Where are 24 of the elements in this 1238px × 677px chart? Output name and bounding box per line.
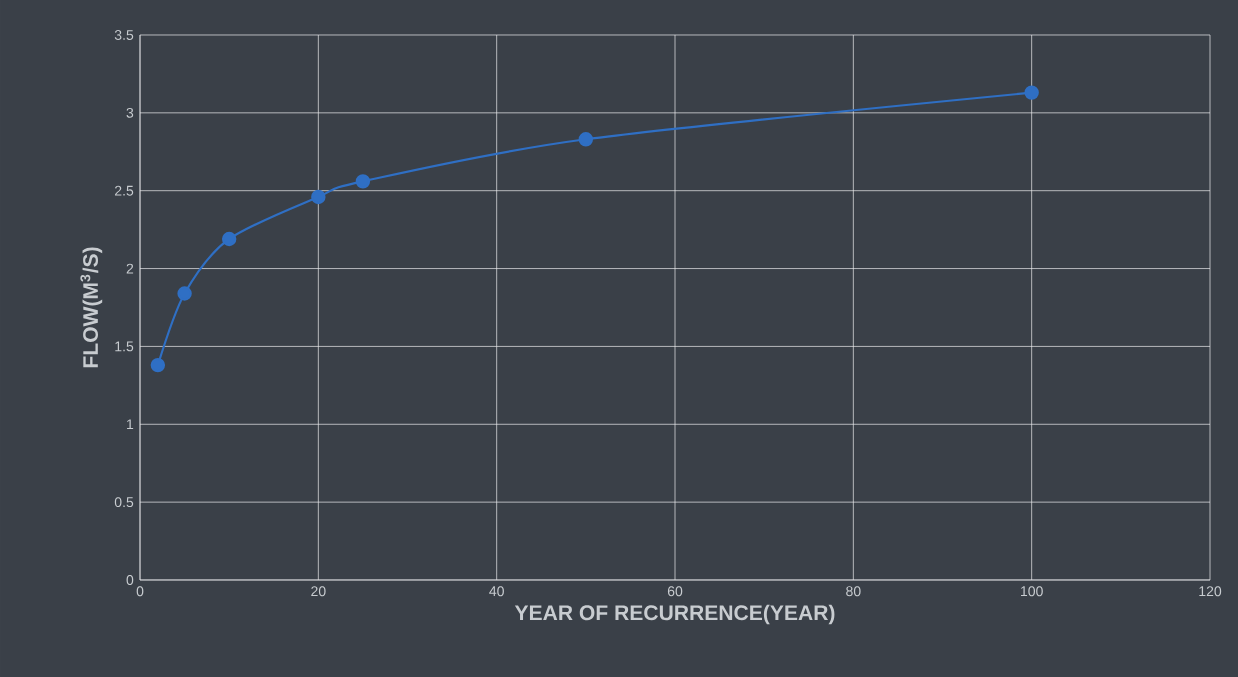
- x-tick-label: 60: [667, 586, 683, 597]
- y-tick-label: 0: [126, 575, 134, 585]
- x-tick-label: 100: [1021, 586, 1043, 597]
- x-tick-label: 0: [136, 586, 144, 597]
- y-tick-label: 3.5: [114, 30, 134, 40]
- point: [311, 189, 326, 205]
- point: [355, 174, 371, 189]
- x-tick-label: 20: [311, 586, 326, 597]
- point: [177, 286, 192, 301]
- x-tick-label: 120: [1199, 586, 1222, 597]
- y-axis-title: FLOW(M$^{3}$/S): [80, 247, 103, 368]
- point: [1024, 85, 1039, 100]
- x-tick-label: 40: [489, 586, 504, 597]
- y-tick-label: 2.5: [114, 185, 134, 196]
- x-axis-title: YEAR OF RECURRENCE(YEAR): [514, 604, 835, 625]
- y-tick-label: 1: [127, 419, 134, 430]
- point: [150, 357, 166, 373]
- point: [578, 132, 594, 147]
- y-tick-label: 1.5: [115, 341, 134, 352]
- point: [221, 231, 237, 247]
- y-tick-label: 3: [126, 107, 134, 118]
- y-tick-label: 2: [126, 263, 134, 274]
- y-tick-label: 0.5: [114, 497, 134, 508]
- x-tick-label: 80: [846, 586, 861, 597]
